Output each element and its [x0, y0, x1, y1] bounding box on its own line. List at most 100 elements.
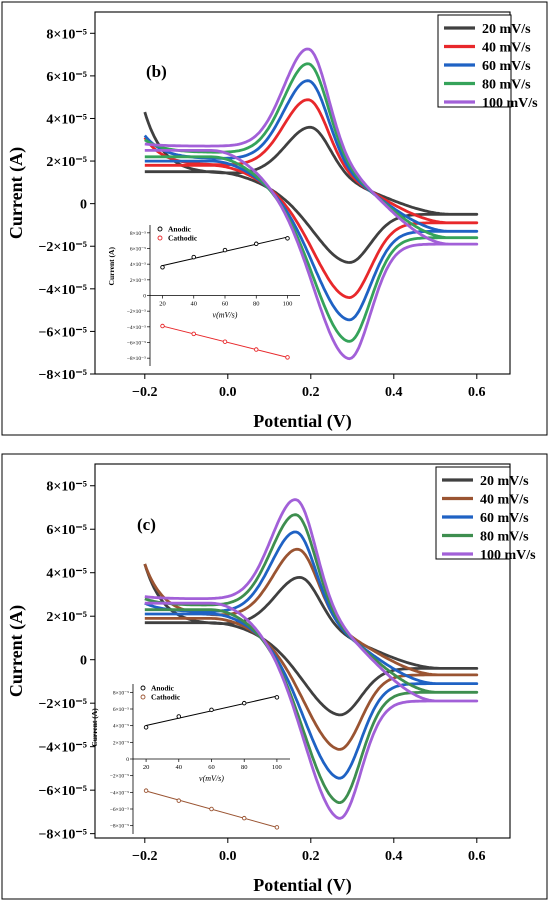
- legend-label: 20 mV/s: [482, 22, 531, 37]
- y-tick-label: −4×10⁻⁵: [38, 741, 87, 756]
- inset-point: [143, 725, 149, 730]
- inset-x-tick-label: 20: [143, 764, 150, 771]
- inset-y-tick-label: 8×10⁻⁵: [130, 231, 146, 237]
- cv-curve-20mvs: [143, 111, 479, 264]
- y-axis-label: Current (A): [6, 147, 27, 239]
- x-tick-label: 0.6: [468, 385, 486, 400]
- inset-y-tick-label: −8×10⁻⁵: [110, 824, 129, 830]
- y-tick-label: 2×10⁻⁵: [46, 610, 87, 625]
- y-tick-label: 8×10⁻⁵: [46, 480, 87, 495]
- inset-x-tick-label: 80: [241, 764, 248, 771]
- cv-curve-80mvs: [144, 513, 479, 805]
- inset-y-tick-label: −2×10⁻⁵: [127, 309, 146, 315]
- inset-x-tick-label: 80: [253, 301, 260, 308]
- y-tick-label: 4×10⁻⁵: [46, 567, 87, 582]
- inset-point: [143, 788, 149, 793]
- y-tick-label: 2×10⁻⁵: [46, 155, 87, 170]
- inset-y-tick-label: 2×10⁻⁵: [113, 740, 129, 746]
- inset-x-tick-label: 100: [272, 764, 282, 771]
- inset-point: [274, 825, 280, 830]
- inset-point: [191, 331, 196, 337]
- inset-point: [209, 806, 214, 812]
- x-tick-label: 0.6: [468, 849, 486, 864]
- legend-label: 80 mV/s: [480, 530, 529, 545]
- x-axis-label: Potential (V): [253, 875, 351, 896]
- inset-legend-marker: [157, 235, 163, 241]
- legend-box: [437, 14, 512, 108]
- y-tick-label: −2×10⁻⁵: [38, 697, 87, 712]
- inset-y-tick-label: 2×10⁻⁵: [130, 278, 146, 284]
- inset-y-tick-label: −4×10⁻⁵: [110, 790, 129, 796]
- inset-y-tick-label: 0: [126, 757, 129, 763]
- inset-legend-label: Anodic: [168, 225, 192, 234]
- inset-point: [209, 707, 214, 713]
- inset-point: [160, 265, 165, 270]
- y-tick-label: −4×10⁻⁵: [38, 283, 87, 298]
- y-tick-label: −8×10⁻⁵: [38, 368, 87, 383]
- inset-point: [160, 323, 165, 329]
- inset-point: [285, 355, 290, 360]
- inset-x-tick-label: 20: [159, 301, 166, 308]
- y-tick-label: 6×10⁻⁵: [46, 523, 87, 538]
- inset-point: [176, 798, 182, 803]
- x-tick-label: 0.2: [302, 385, 320, 400]
- inset-x-tick-label: 40: [176, 764, 183, 771]
- y-tick-label: 8×10⁻⁵: [46, 27, 87, 42]
- inset-y-tick-label: −4×10⁻⁵: [127, 325, 146, 331]
- y-tick-label: −6×10⁻⁵: [38, 325, 87, 340]
- inset-legend-label: Anodic: [151, 684, 175, 693]
- inset-point: [222, 339, 228, 344]
- inset-y-tick-label: −6×10⁻⁵: [110, 807, 129, 813]
- inset-y-tick-label: 6×10⁻⁵: [130, 247, 146, 253]
- inset-y-tick-label: 4×10⁻⁵: [130, 262, 146, 268]
- inset-x-tick-label: 100: [283, 301, 293, 308]
- y-tick-label: 4×10⁻⁵: [46, 112, 87, 127]
- inset-chart: 8×10⁻⁵ 6×10⁻⁵ 4×10⁻⁵ 2×10⁻⁵ 0 −2×10⁻⁵ −4×10⁻⁵ −…: [90, 684, 290, 834]
- inset-x-tick-label: 40: [191, 301, 198, 308]
- legend-label: 20 mV/s: [480, 474, 529, 489]
- inset-x-tick-label: 60: [222, 301, 229, 308]
- figure-frame: [1, 1, 548, 436]
- x-tick-label: 0.0: [219, 385, 237, 400]
- legend-box: [435, 466, 511, 560]
- legend-label: 100 mV/s: [480, 548, 536, 563]
- inset-point: [285, 236, 290, 241]
- inset-point: [191, 254, 196, 260]
- x-tick-label: −0.2: [132, 849, 157, 864]
- panel-label: (c): [137, 515, 156, 534]
- inset-y-axis-label: Current (A): [107, 247, 116, 286]
- x-tick-label: 0.4: [385, 385, 403, 400]
- x-tick-label: 0.4: [385, 849, 403, 864]
- inset-y-tick-label: 8×10⁻⁵: [113, 690, 129, 696]
- legend-label: 60 mV/s: [480, 511, 529, 526]
- y-tick-label: 6×10⁻⁵: [46, 70, 87, 85]
- inset-y-tick-label: −6×10⁻⁵: [127, 341, 146, 347]
- inset-x-tick-label: 60: [208, 764, 215, 771]
- cv-chart-b: 8×10⁻⁵ 6×10⁻⁵ 4×10⁻⁵ 2×10⁻⁵ 0 −2×10⁻⁵ −4×10⁻⁵ −…: [1, 1, 548, 436]
- inset-y-tick-label: 6×10⁻⁵: [113, 707, 129, 713]
- inset-legend-label: Cathodic: [151, 693, 181, 702]
- legend-label: 40 mV/s: [482, 41, 531, 56]
- x-tick-label: 0.2: [302, 849, 320, 864]
- cv-chart-c: 8×10⁻⁵ 6×10⁻⁵ 4×10⁻⁵ 2×10⁻⁵ 0 −2×10⁻⁵ −4×10⁻⁵ −…: [1, 453, 548, 900]
- y-tick-label: −8×10⁻⁵: [38, 828, 87, 843]
- inset-point: [253, 241, 259, 247]
- inset-y-tick-label: −8×10⁻⁵: [127, 356, 146, 362]
- inset-point: [241, 700, 247, 706]
- inset-legend-marker: [157, 226, 163, 232]
- inset-y-tick-label: 4×10⁻⁵: [113, 724, 129, 730]
- inset-x-axis-label: v(mV/s): [199, 774, 224, 783]
- inset-point: [176, 714, 182, 719]
- inset-point: [253, 347, 259, 352]
- cv-curves: [143, 498, 479, 820]
- x-tick-label: −0.2: [132, 385, 157, 400]
- cv-curve-100mvs: [144, 498, 479, 820]
- inset-chart: 8×10⁻⁵ 6×10⁻⁵ 4×10⁻⁵ 2×10⁻⁵ 0 −2×10⁻⁵ −4×10⁻⁵ −…: [107, 225, 300, 366]
- inset-y-tick-label: −2×10⁻⁵: [110, 774, 129, 780]
- y-tick-label: −2×10⁻⁵: [38, 240, 87, 255]
- legend: 20 mV/s 40 mV/s 60 mV/s 80 mV/s 100 mV/s: [437, 14, 538, 111]
- inset-legend-label: Cathodic: [168, 234, 198, 243]
- inset-y-axis-label: Current (A): [90, 708, 99, 747]
- legend-label: 40 mV/s: [480, 493, 529, 508]
- x-axis-label: Potential (V): [253, 411, 351, 432]
